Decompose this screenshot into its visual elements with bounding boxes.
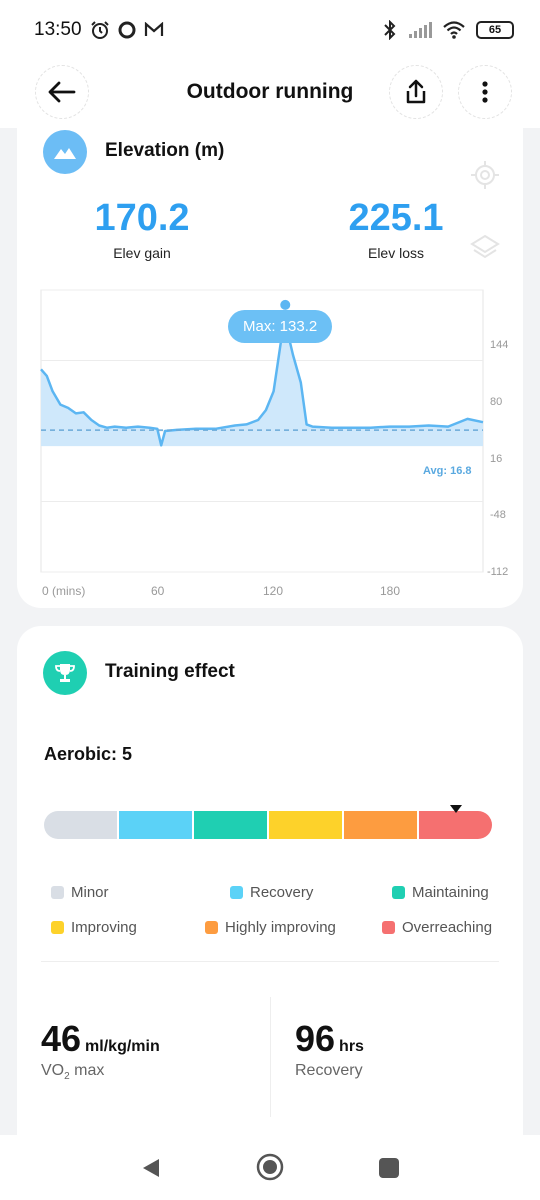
legend-label: Highly improving [225,919,336,936]
max-tooltip: Max: 133.2 [228,310,333,343]
legend-maintaining: Maintaining [392,884,489,901]
circle-notification-icon [118,21,136,39]
system-nav-bar [0,1135,540,1200]
level-segment-minor [44,811,117,839]
recovery-unit: hrs [339,1038,364,1055]
x-tick-label: 180 [380,584,401,598]
elevation-chart [40,289,484,573]
legend-label: Overreaching [402,919,493,936]
level-segment-recovery [119,811,192,839]
elevation-area [41,316,483,447]
legend-label: Minor [71,884,109,901]
y-tick-label: 80 [490,396,503,408]
alarm-icon [90,21,109,39]
legend-swatch [51,886,64,899]
y-tick-label: 144 [490,339,509,351]
elev-loss-label: Elev loss [367,245,425,261]
elev-gain-label: Elev gain [113,245,171,261]
divider [41,961,499,962]
legend-minor: Minor [51,884,109,901]
vo2-label: VO2 max [41,1062,104,1082]
training-title: Training effect [105,661,235,682]
mountain-icon [54,148,76,159]
vo2-label-rest: max [69,1062,105,1079]
x-tick-label: 60 [151,584,165,598]
share-button[interactable] [389,65,443,119]
mail-icon [144,22,163,36]
signal-icon [409,22,432,38]
share-icon [406,79,426,104]
y-tick-label: -48 [490,509,506,521]
y-tick-label: 16 [490,453,503,465]
vo2-max-metric: 46 ml/kg/min [41,1018,160,1060]
battery-level: 65 [488,24,502,36]
level-marker-icon [450,805,462,813]
vo2-value: 46 [41,1018,82,1059]
page-title: Outdoor running [186,80,354,103]
x-tick-label: 0 (mins) [42,584,86,598]
battery-icon: 65 [476,21,514,39]
app-header: Outdoor running [0,56,540,128]
bluetooth-icon [384,20,396,40]
more-options-button[interactable] [458,65,512,119]
x-tick-label: 120 [263,584,284,598]
wifi-icon [443,21,465,39]
status-bar: 13:50 65 [0,0,540,60]
nav-home-icon[interactable] [256,1153,284,1181]
legend-swatch [382,921,395,934]
back-arrow-icon [48,81,76,103]
elev-loss-value: 225.1 [348,197,444,239]
average-label: Avg: 16.8 [423,465,472,477]
legend-recovery: Recovery [230,884,313,901]
legend-label: Maintaining [412,884,489,901]
map-locate-icon[interactable] [470,160,500,190]
back-button[interactable] [35,65,89,119]
level-segment-improving [269,811,342,839]
training-card-icon [43,651,87,695]
elev-gain-value: 170.2 [94,197,190,239]
elevation-title: Elevation (m) [105,140,225,161]
recovery-value: 96 [295,1018,336,1059]
legend-highly-improving: Highly improving [205,919,336,936]
legend-improving: Improving [51,919,137,936]
level-segment-highly-improving [344,811,417,839]
map-layers-icon[interactable] [470,233,500,263]
legend-overreaching: Overreaching [382,919,492,936]
legend-label: Improving [71,919,137,936]
divider [270,997,271,1117]
elevation-card-icon [43,130,87,174]
level-segment-maintaining [194,811,267,839]
recovery-label: Recovery [295,1062,363,1079]
elevation-card [17,128,523,608]
aerobic-label: Aerobic: 5 [44,744,133,764]
more-vertical-icon [482,81,488,103]
legend-swatch [392,886,405,899]
status-time: 13:50 [34,19,82,40]
y-tick-label: -112 [487,566,509,578]
elevation-line [40,315,484,447]
level-segment-overreaching [419,811,492,839]
trophy-icon [55,664,75,682]
recovery-metric: 96 hrs [295,1018,364,1060]
legend-swatch [230,886,243,899]
legend-swatch [51,921,64,934]
vo2-unit: ml/kg/min [85,1038,160,1055]
vo2-label-main: VO [41,1062,65,1079]
vo2-label-sub: 2 [64,1071,70,1083]
legend-swatch [205,921,218,934]
nav-recents-icon[interactable] [378,1157,400,1179]
max-point [280,299,291,310]
nav-back-icon[interactable] [141,1157,161,1179]
legend-label: Recovery [250,884,314,901]
